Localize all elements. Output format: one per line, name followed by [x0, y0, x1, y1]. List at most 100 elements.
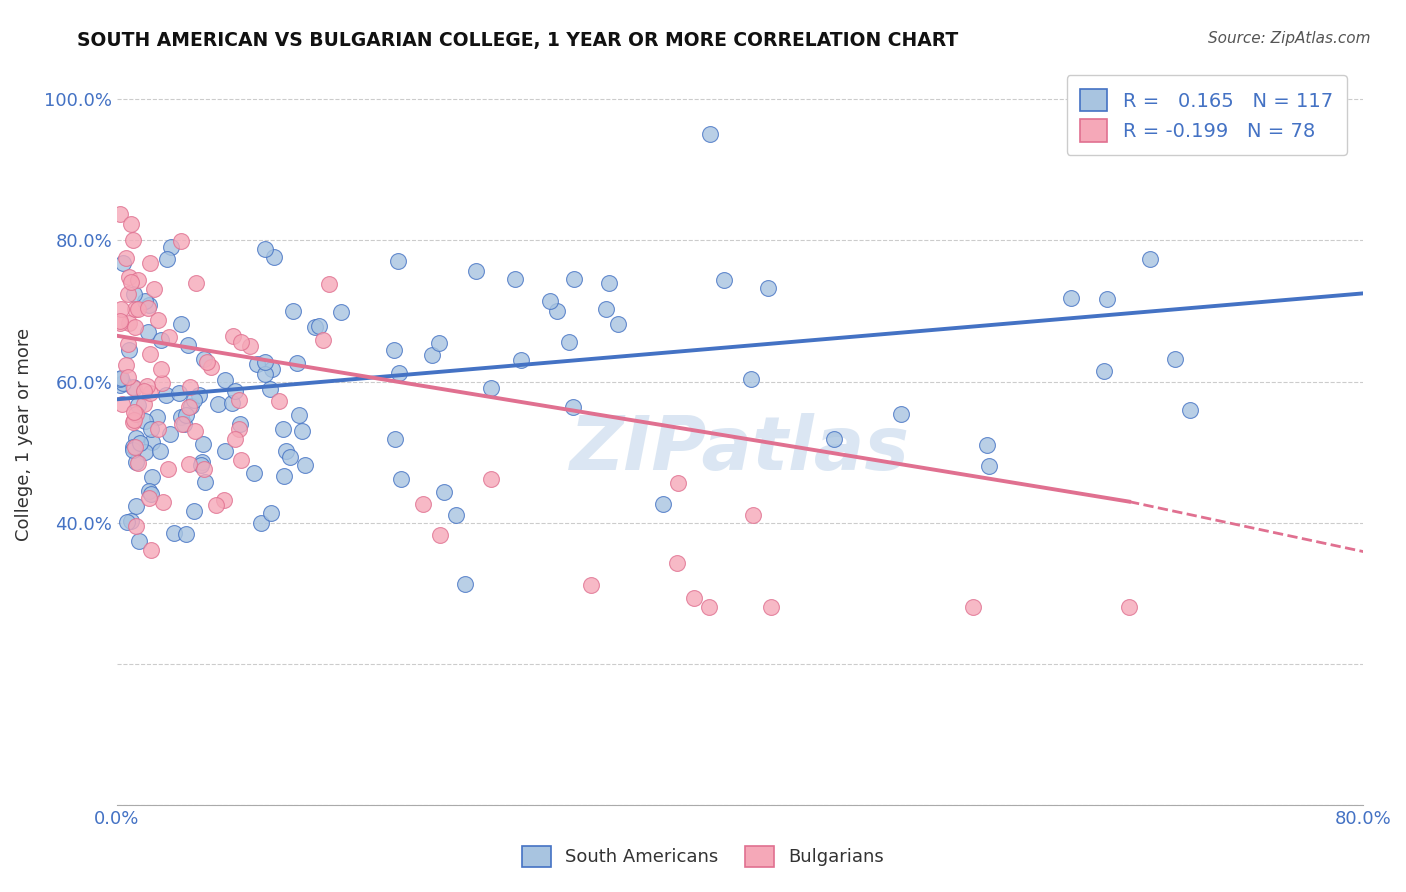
Point — [242, 467, 264, 481]
Point — [115, 358, 138, 372]
Point — [188, 388, 211, 402]
Point — [388, 367, 411, 381]
Point — [287, 408, 309, 422]
Point — [823, 432, 845, 446]
Point — [111, 397, 134, 411]
Point — [135, 379, 157, 393]
Point — [224, 433, 246, 447]
Point — [108, 372, 131, 386]
Point — [666, 556, 689, 570]
Point — [129, 436, 152, 450]
Point — [155, 388, 177, 402]
Point — [579, 578, 602, 592]
Point — [111, 255, 134, 269]
Point — [759, 600, 782, 615]
Point — [274, 444, 297, 458]
Point — [214, 373, 236, 387]
Point — [145, 409, 167, 424]
Point — [191, 436, 214, 450]
Point — [183, 504, 205, 518]
Point — [146, 312, 169, 326]
Point — [120, 217, 142, 231]
Point — [110, 302, 132, 317]
Point — [125, 519, 148, 533]
Point — [149, 333, 172, 347]
Point — [195, 355, 218, 369]
Point — [976, 438, 998, 452]
Point — [239, 339, 262, 353]
Point — [190, 458, 212, 473]
Point — [118, 269, 141, 284]
Point — [558, 334, 581, 349]
Point — [756, 281, 779, 295]
Point — [128, 534, 150, 549]
Point — [221, 395, 243, 409]
Point — [412, 497, 434, 511]
Point — [122, 413, 145, 427]
Point — [160, 240, 183, 254]
Point — [170, 235, 193, 249]
Point — [505, 271, 527, 285]
Point — [110, 371, 132, 385]
Point — [246, 357, 269, 371]
Point — [446, 508, 468, 522]
Point — [125, 407, 148, 421]
Point — [149, 443, 172, 458]
Point — [420, 348, 443, 362]
Point — [1059, 291, 1081, 305]
Point — [184, 424, 207, 438]
Point — [134, 445, 156, 459]
Point — [108, 207, 131, 221]
Point — [465, 264, 488, 278]
Point — [141, 435, 163, 450]
Legend: R =   0.165   N = 117, R = -0.199   N = 78: R = 0.165 N = 117, R = -0.199 N = 78 — [1067, 75, 1347, 155]
Point — [138, 347, 160, 361]
Point — [122, 233, 145, 247]
Point — [121, 443, 143, 458]
Point — [387, 254, 409, 268]
Text: SOUTH AMERICAN VS BULGARIAN COLLEGE, 1 YEAR OR MORE CORRELATION CHART: SOUTH AMERICAN VS BULGARIAN COLLEGE, 1 Y… — [77, 31, 959, 50]
Point — [479, 471, 502, 485]
Point — [124, 404, 146, 418]
Point — [205, 498, 228, 512]
Point — [110, 377, 132, 392]
Point — [118, 316, 141, 330]
Point — [143, 282, 166, 296]
Point — [454, 577, 477, 591]
Point — [263, 250, 285, 264]
Point — [391, 472, 413, 486]
Point — [157, 462, 180, 476]
Point — [136, 301, 159, 315]
Point — [177, 338, 200, 352]
Point — [179, 380, 201, 394]
Point — [120, 275, 142, 289]
Point — [683, 591, 706, 606]
Point — [139, 385, 162, 400]
Point — [173, 417, 195, 431]
Point — [890, 407, 912, 421]
Point — [193, 462, 215, 476]
Point — [1164, 352, 1187, 367]
Point — [222, 328, 245, 343]
Point — [122, 415, 145, 429]
Point — [254, 242, 277, 256]
Point — [127, 301, 149, 316]
Point — [124, 287, 146, 301]
Point — [108, 316, 131, 330]
Point — [1092, 364, 1115, 378]
Point — [127, 273, 149, 287]
Point — [120, 514, 142, 528]
Point — [138, 255, 160, 269]
Point — [479, 381, 502, 395]
Text: ZIPatlas: ZIPatlas — [569, 413, 910, 486]
Point — [713, 273, 735, 287]
Point — [138, 491, 160, 505]
Point — [318, 277, 340, 291]
Point — [287, 356, 309, 370]
Point — [108, 314, 131, 328]
Point — [191, 455, 214, 469]
Point — [308, 319, 330, 334]
Point — [193, 351, 215, 366]
Point — [122, 381, 145, 395]
Point — [159, 427, 181, 442]
